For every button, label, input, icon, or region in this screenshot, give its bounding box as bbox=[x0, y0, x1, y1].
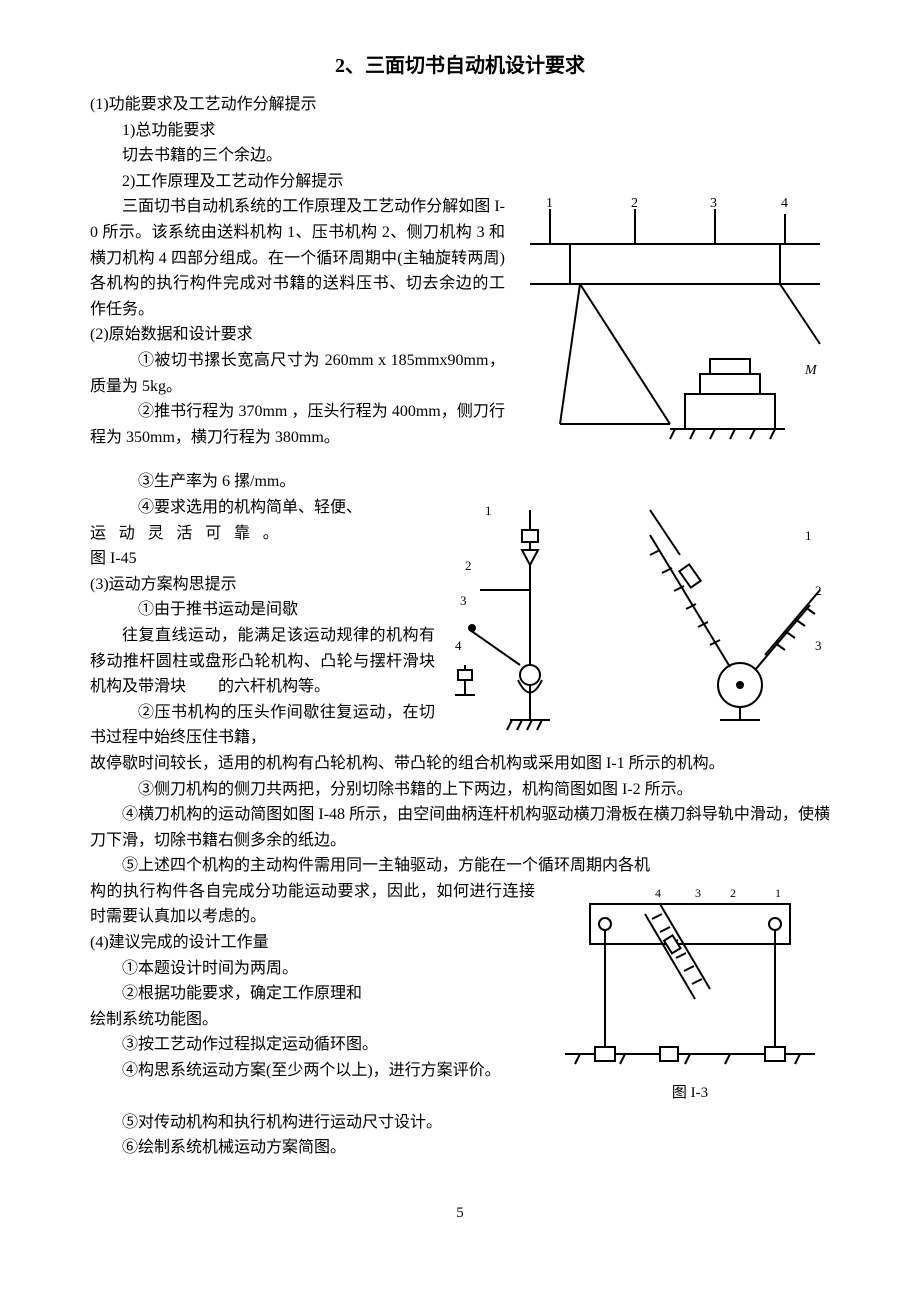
svg-text:4: 4 bbox=[781, 196, 788, 211]
svg-text:1: 1 bbox=[805, 528, 812, 543]
figure-3-caption: 图 I-3 bbox=[550, 1081, 830, 1105]
svg-text:1: 1 bbox=[485, 503, 492, 518]
s3-p2b: 故停歇时间较长，适用的机构有凸轮机构、带凸轮的组合机构或采用如图 I-1 所示的… bbox=[90, 751, 830, 777]
s1-sub1: 1)总功能要求 bbox=[90, 118, 830, 144]
s3-p5a: ⑤上述四个机构的主动构件需用同一主轴驱动，方能在一个循环周期内各机 bbox=[90, 853, 830, 879]
figure-2: 1 2 3 4 1 2 3 bbox=[450, 495, 830, 735]
figure-3: 4 3 2 1 图 I-3 bbox=[550, 879, 830, 1105]
svg-text:4: 4 bbox=[655, 886, 661, 900]
figure-1: 1 2 3 4 M bbox=[520, 194, 830, 464]
s3-p3: ③侧刀机构的侧刀共两把，分别切除书籍的上下两边，机构简图如图 I-2 所示。 bbox=[90, 777, 830, 803]
svg-text:1: 1 bbox=[775, 886, 781, 900]
s3-p4: ④横刀机构的运动简图如图 I-48 所示，由空间曲柄连杆机构驱动横刀滑板在横刀斜… bbox=[90, 802, 830, 853]
svg-text:3: 3 bbox=[815, 638, 822, 653]
svg-text:1: 1 bbox=[546, 196, 553, 211]
svg-text:3: 3 bbox=[460, 593, 467, 608]
figure-3-svg: 4 3 2 1 bbox=[550, 879, 830, 1079]
s2-p3: ③生产率为 6 摞/mm。 bbox=[90, 469, 830, 495]
page-number: 5 bbox=[90, 1201, 830, 1225]
figure-2-svg: 1 2 3 4 1 2 3 bbox=[450, 495, 830, 735]
section-3-block: 1 2 3 4 1 2 3 ④要求选用的机构简单、轻便、 运动灵活可靠。 图 I… bbox=[90, 495, 830, 751]
s1-heading: (1)功能要求及工艺动作分解提示 bbox=[90, 92, 830, 118]
s4-p5: ⑤对传动机构和执行机构进行运动尺寸设计。 bbox=[90, 1110, 830, 1136]
s1-sub2: 2)工作原理及工艺动作分解提示 bbox=[90, 169, 830, 195]
page-title: 2、三面切书自动机设计要求 bbox=[90, 50, 830, 82]
svg-text:3: 3 bbox=[695, 886, 701, 900]
s1-sub1-body: 切去书籍的三个余边。 bbox=[90, 143, 830, 169]
section-4-block: 4 3 2 1 图 I-3 构的执行构件各自完成分功能运动要求，因此，如何进行连… bbox=[90, 879, 830, 1110]
document-body: (1)功能要求及工艺动作分解提示 1)总功能要求 切去书籍的三个余边。 2)工作… bbox=[90, 92, 830, 1161]
svg-text:2: 2 bbox=[730, 886, 736, 900]
s4-p6: ⑥绘制系统机械运动方案简图。 bbox=[90, 1135, 830, 1161]
svg-text:2: 2 bbox=[631, 196, 638, 211]
svg-text:4: 4 bbox=[455, 638, 462, 653]
svg-text:2: 2 bbox=[815, 583, 822, 598]
figure-1-svg: 1 2 3 4 M bbox=[520, 194, 830, 464]
svg-text:3: 3 bbox=[710, 196, 717, 211]
svg-text:2: 2 bbox=[465, 558, 472, 573]
section-1-block: (1)功能要求及工艺动作分解提示 1)总功能要求 切去书籍的三个余边。 2)工作… bbox=[90, 92, 830, 469]
svg-text:M: M bbox=[804, 363, 818, 378]
